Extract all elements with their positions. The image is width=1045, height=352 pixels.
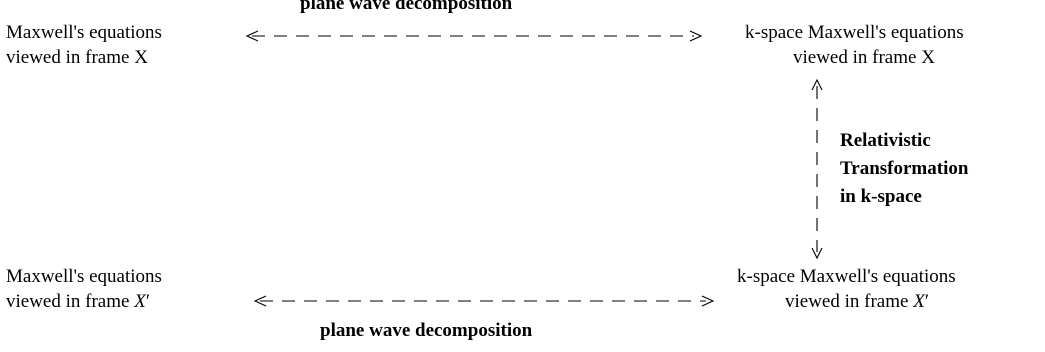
node-bottom-right-line2: viewed in frame X′	[785, 289, 929, 314]
bottom-horizontal-arrow	[253, 295, 715, 307]
top-arrow-label: plane wave decomposition	[300, 0, 513, 14]
node-top-right-line2: viewed in frame X	[793, 47, 935, 68]
top-horizontal-arrow	[245, 30, 703, 42]
right-arrow-label-line1: Relativistic	[840, 130, 931, 151]
node-bottom-right-line2-prefix: viewed in frame	[785, 291, 909, 312]
node-bottom-left-frame-var: X	[134, 291, 146, 312]
bottom-arrow-label: plane wave decomposition	[320, 320, 533, 341]
node-top-left-line2: viewed in frame X	[6, 47, 148, 68]
node-bottom-left-frame-prime: ′	[145, 291, 150, 312]
node-bottom-right-frame-prime: ′	[924, 291, 929, 312]
node-bottom-right-frame-var: X	[913, 291, 925, 312]
right-arrow-label-line2: Transformation	[840, 158, 969, 179]
node-bottom-left-line2: viewed in frame X′	[6, 289, 150, 314]
node-bottom-left-line2-prefix: viewed in frame	[6, 291, 130, 312]
node-bottom-left-line1: Maxwell's equations	[6, 266, 162, 287]
node-top-right-line1: k-space Maxwell's equations	[745, 22, 964, 43]
node-top-left-line1: Maxwell's equations	[6, 22, 162, 43]
node-bottom-right-line1: k-space Maxwell's equations	[737, 266, 956, 287]
right-arrow-label-line3: in k-space	[840, 186, 922, 207]
right-vertical-arrow	[811, 78, 823, 260]
